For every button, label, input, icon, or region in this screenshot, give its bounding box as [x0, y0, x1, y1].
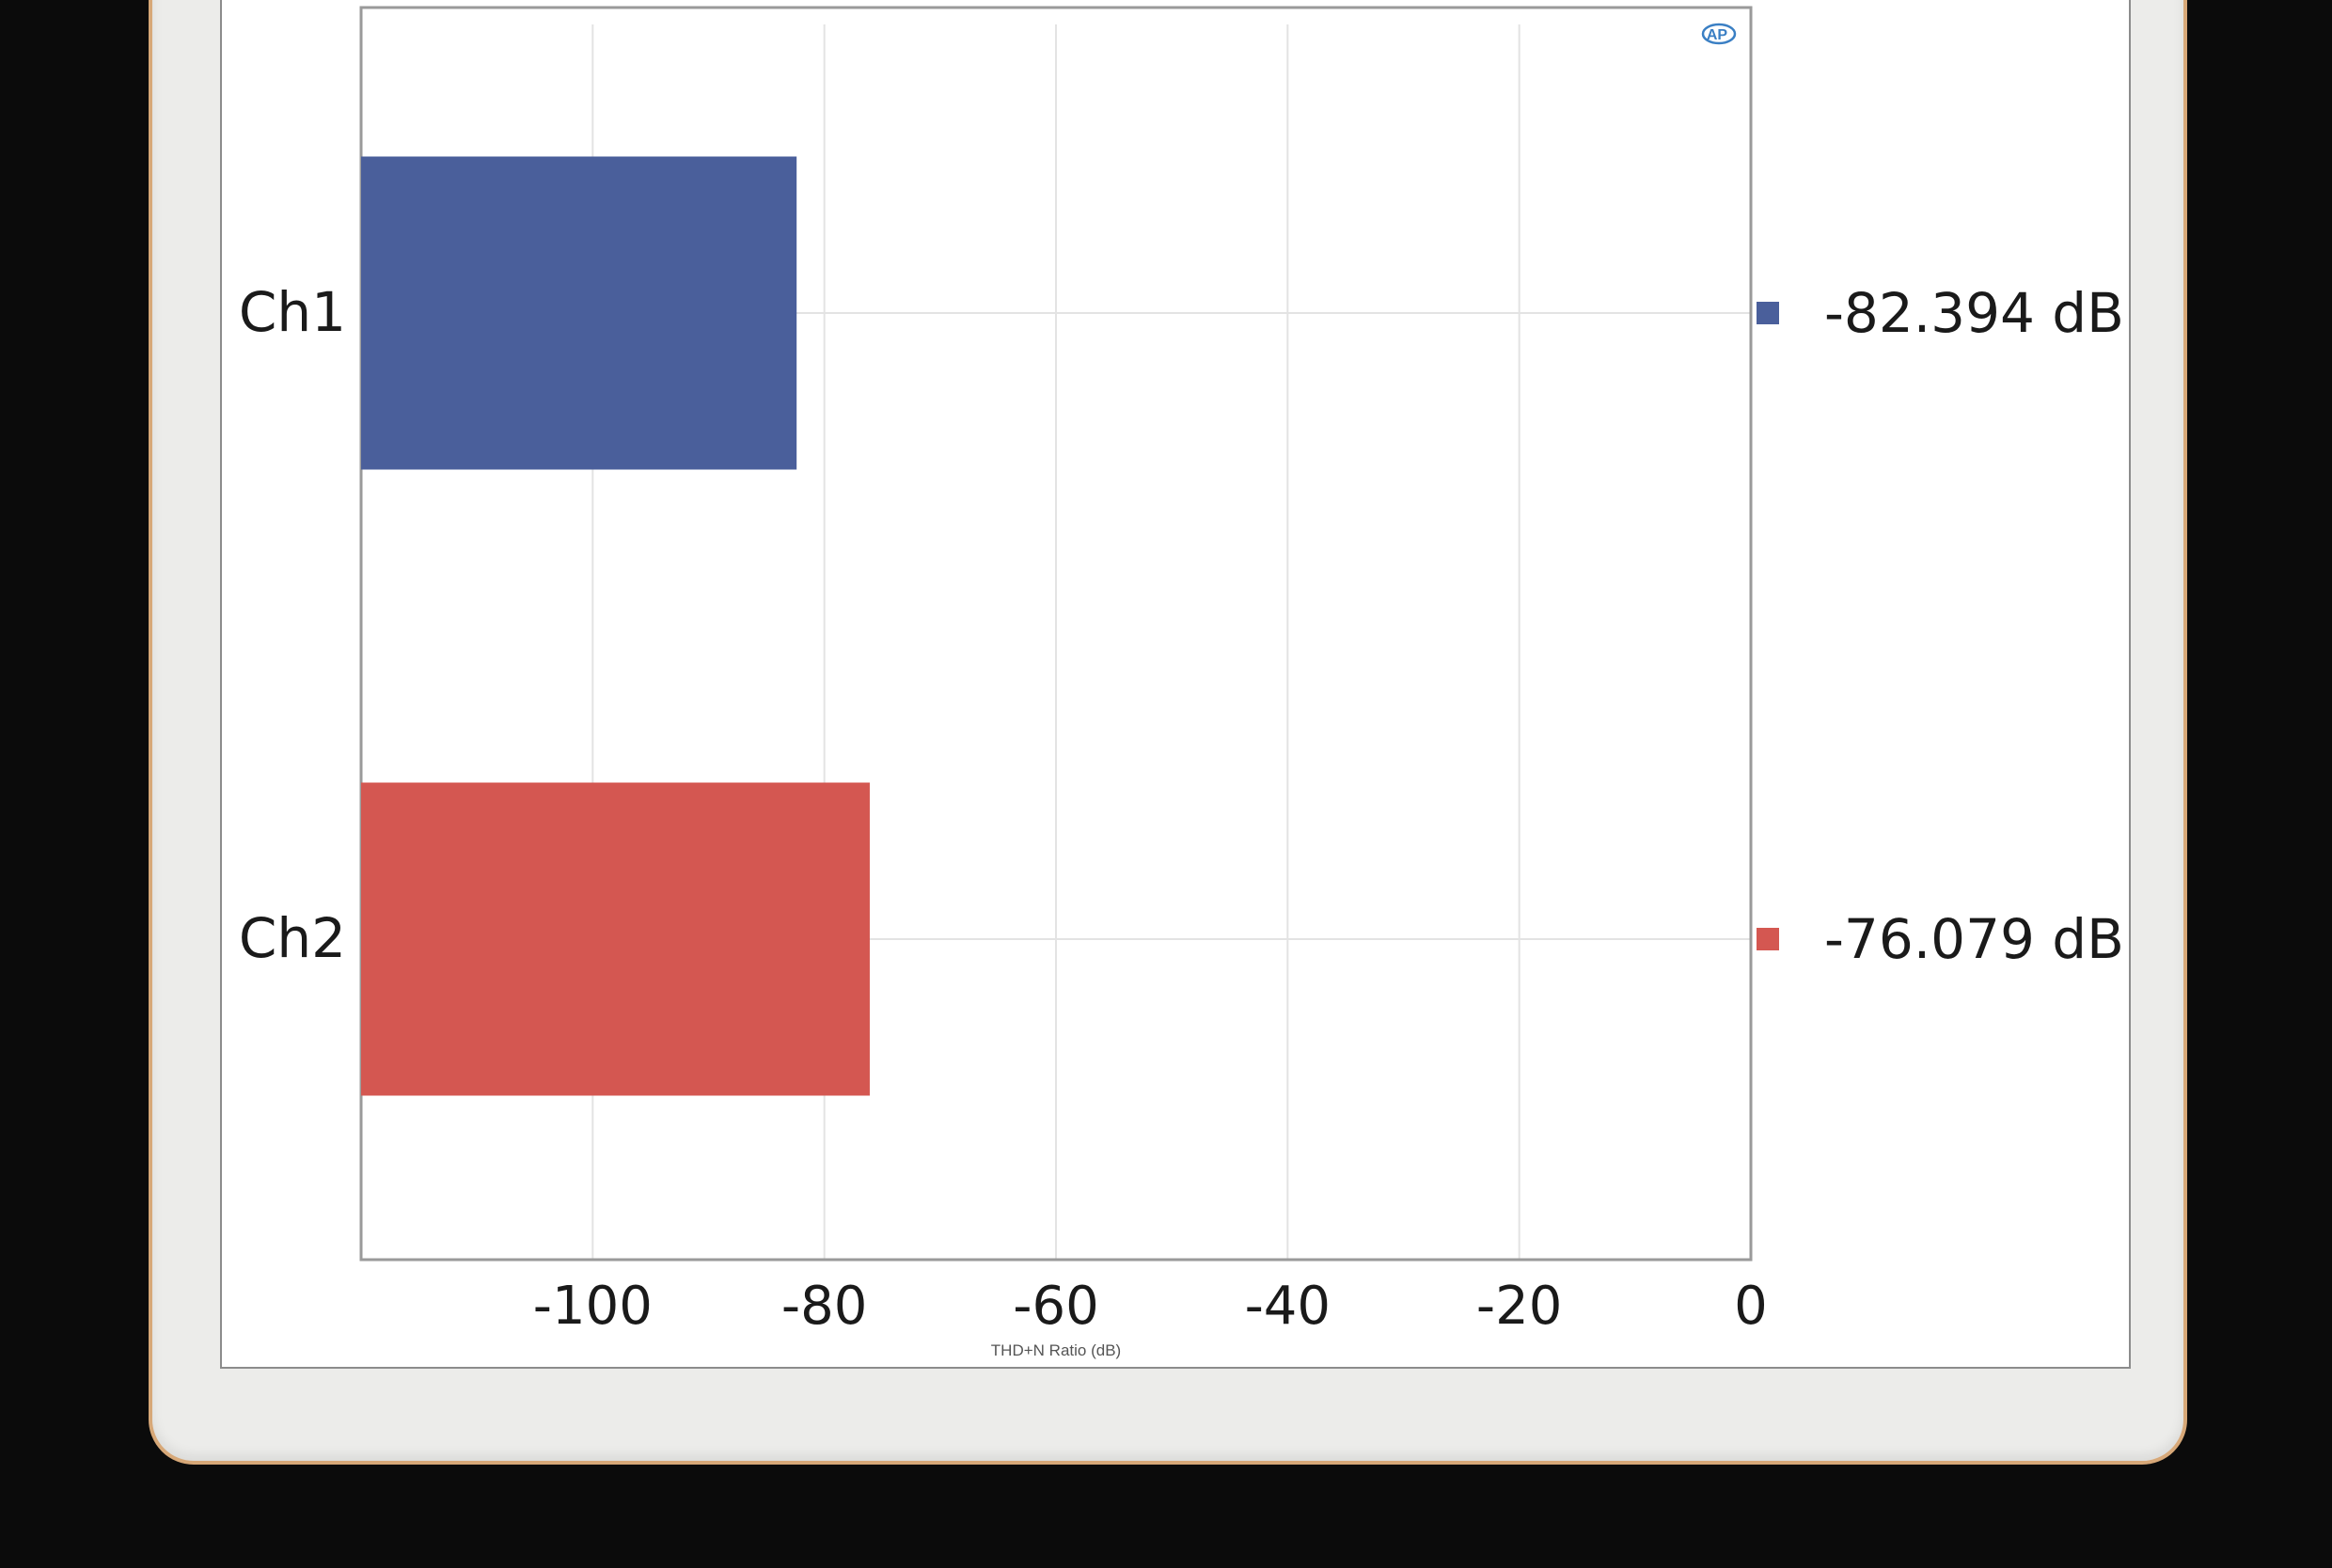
x-tick-labels: -100 -80 -60 -40 -20 0: [533, 1276, 1768, 1337]
bars: [361, 156, 870, 1096]
bar-ch1: [361, 156, 797, 470]
x-tick-label: 0: [1734, 1276, 1768, 1337]
x-tick-label: -40: [1245, 1276, 1331, 1337]
category-label-ch2: Ch2: [239, 906, 346, 970]
ap-logo-icon: AP: [1701, 23, 1737, 45]
x-tick-label: -100: [533, 1276, 653, 1337]
x-tick-label: -60: [1013, 1276, 1098, 1337]
category-labels: Ch1 Ch2: [239, 280, 346, 970]
value-label-ch2: -76.079 dB: [1824, 907, 2124, 971]
plot-area-border: [359, 6, 1753, 1262]
value-label-ch1: -82.394 dB: [1824, 281, 2124, 345]
category-label-ch1: Ch1: [239, 280, 346, 344]
bar-ch2: [361, 782, 870, 1096]
x-tick-label: -80: [781, 1276, 867, 1337]
legend-swatch-ch1: [1757, 302, 1779, 324]
x-axis-title: THD+N Ratio (dB): [991, 1341, 1121, 1359]
x-tick-label: -20: [1476, 1276, 1562, 1337]
value-legend: -82.394 dB -76.079 dB: [1757, 281, 2124, 971]
ap-logo-text: AP: [1707, 27, 1728, 43]
legend-swatch-ch2: [1757, 928, 1779, 950]
